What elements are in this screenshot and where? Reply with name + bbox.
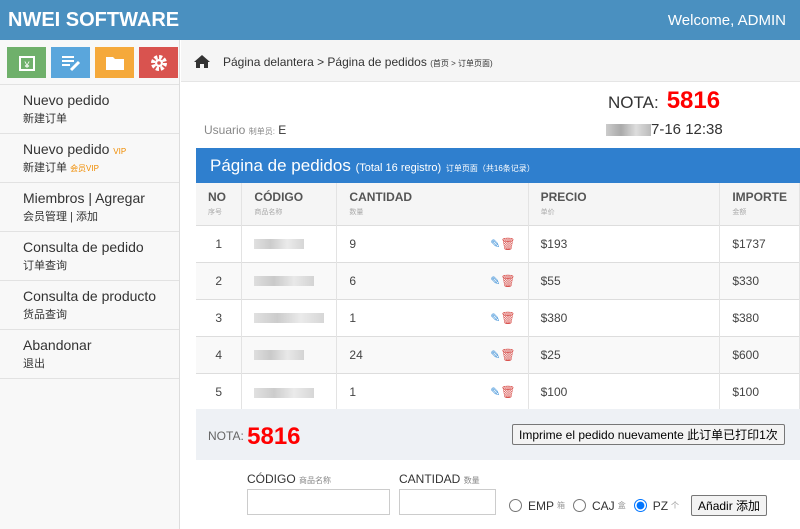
col-no: NO 序号 [196, 183, 243, 225]
top-bar: NWEI SOFTWARE Welcome, ADMIN [0, 0, 800, 40]
calendar-button[interactable]: ¥ [7, 47, 46, 78]
unit-radio-group: EMP 箱 CAJ 盒 PZ 个 Añadir 添加 [509, 495, 768, 516]
trash-icon[interactable]: 🗑 [500, 384, 516, 399]
code-input[interactable] [247, 489, 390, 515]
brand-logo: NWEI SOFTWARE [8, 9, 180, 31]
reprint-button[interactable]: Imprime el pedido nuevamente 此订单已打印1次 [512, 424, 785, 445]
trash-icon[interactable]: 🗑 [500, 273, 516, 288]
footer-nota-number: 5816 [247, 423, 301, 450]
sidebar-item-product-query[interactable]: Consulta de producto 货品查询 [0, 281, 179, 330]
home-icon[interactable] [193, 54, 211, 68]
cell-amount: $1737 [719, 224, 800, 262]
order-footer: NOTA: 5816 Imprime el pedido nuevamente … [196, 409, 800, 460]
settings-button[interactable] [139, 47, 178, 78]
cell-code [241, 298, 338, 336]
pencil-icon[interactable]: ✎ [490, 236, 501, 251]
nota-number: 5816 [666, 87, 721, 114]
nota-header: NOTA: 5816 [608, 87, 721, 114]
blurred-date [606, 124, 651, 137]
col-price: PRECIO 单价 [528, 183, 721, 225]
cell-code [241, 261, 338, 299]
trash-icon[interactable]: 🗑 [500, 310, 516, 325]
breadcrumb: Página delantera > Página de pedidos (首页… [181, 40, 800, 82]
pencil-icon[interactable]: ✎ [490, 384, 501, 399]
col-amount: IMPORTE 金额 [719, 183, 800, 225]
cell-code [241, 224, 338, 262]
edit-list-icon [61, 55, 80, 71]
code-label: CÓDIGO 商品名称 [247, 472, 332, 486]
cell-qty: 9 🗑 ✎ [336, 224, 529, 262]
table-row: 3 1 🗑 ✎ $380 $380 [196, 298, 800, 336]
cell-price: $25 [528, 335, 721, 373]
sidebar-item-order-query[interactable]: Consulta de pedido 订单查询 [0, 232, 179, 281]
blurred-code [254, 313, 325, 324]
pencil-icon[interactable]: ✎ [490, 310, 501, 325]
svg-text:¥: ¥ [23, 60, 30, 70]
col-qty: CANTIDAD 数量 [336, 183, 529, 225]
sidebar-item-logout[interactable]: Abandonar 退出 [0, 330, 179, 379]
table-row: 1 9 🗑 ✎ $193 $1737 [196, 224, 800, 262]
sidebar: ¥ Nuevo pedido 新建订单 Nuevo pedido VIP 新建订单 … [0, 40, 180, 529]
cell-no: 5 [196, 372, 243, 410]
cell-no: 3 [196, 298, 243, 336]
user-info: Usuario 制单员: E [204, 123, 287, 137]
cell-amount: $330 [719, 261, 800, 299]
edit-button[interactable] [51, 47, 90, 78]
cell-price: $380 [528, 298, 721, 336]
unit-caj-radio[interactable] [573, 499, 587, 512]
pencil-icon[interactable]: ✎ [490, 273, 501, 288]
blurred-code [254, 350, 305, 361]
cell-no: 4 [196, 335, 243, 373]
sidebar-item-members[interactable]: Miembros | Agregar 会员管理 | 添加 [0, 183, 179, 232]
cell-qty: 1 🗑 ✎ [336, 298, 529, 336]
folder-button[interactable] [95, 47, 134, 78]
gear-icon [150, 54, 167, 71]
unit-emp-radio[interactable] [509, 499, 522, 512]
cell-code [241, 372, 338, 410]
cell-amount: $100 [719, 372, 800, 410]
unit-pz-radio[interactable] [633, 499, 647, 512]
blurred-code [254, 387, 315, 398]
cell-qty: 1 🗑 ✎ [336, 372, 529, 410]
calendar-yen-icon: ¥ [18, 55, 35, 71]
sidebar-item-new-order[interactable]: Nuevo pedido 新建订单 [0, 85, 179, 134]
cell-amount: $600 [719, 335, 800, 373]
cell-price: $55 [528, 261, 721, 299]
table-row: 5 1 🗑 ✎ $100 $100 [196, 372, 800, 410]
qty-label: CANTIDAD 数量 [399, 472, 480, 486]
blurred-code [254, 276, 315, 287]
add-button[interactable]: Añadir 添加 [691, 495, 768, 516]
panel-title: Página de pedidos (Total 16 registro) 订单… [196, 148, 800, 183]
col-code: CÓDIGO 商品名称 [241, 183, 338, 225]
table-row: 2 6 🗑 ✎ $55 $330 [196, 261, 800, 299]
cell-qty: 24 🗑 ✎ [336, 335, 529, 373]
cell-code [241, 335, 338, 373]
orders-panel: Página de pedidos (Total 16 registro) 订单… [196, 148, 800, 410]
cell-price: $193 [528, 224, 721, 262]
trash-icon[interactable]: 🗑 [500, 347, 516, 362]
cell-qty: 6 🗑 ✎ [336, 261, 529, 299]
cell-no: 2 [196, 261, 243, 299]
cell-price: $100 [528, 372, 721, 410]
welcome-text[interactable]: Welcome, ADMIN [667, 12, 786, 29]
sidebar-item-new-order-vip[interactable]: Nuevo pedido VIP 新建订单 会员VIP [0, 134, 179, 183]
qty-input[interactable] [399, 489, 496, 515]
cell-no: 1 [196, 224, 243, 262]
table-row: 4 24 🗑 ✎ $25 $600 [196, 335, 800, 373]
pencil-icon[interactable]: ✎ [490, 347, 501, 362]
cell-amount: $380 [719, 298, 800, 336]
blurred-code [254, 239, 305, 250]
trash-icon[interactable]: 🗑 [500, 236, 516, 251]
folder-icon [105, 56, 124, 70]
order-date: 7-16 12:38 [606, 121, 723, 138]
orders-table: NO 序号 CÓDIGO 商品名称 CANTIDAD 数量 PRECIO 单价 IMPO… [196, 183, 800, 410]
